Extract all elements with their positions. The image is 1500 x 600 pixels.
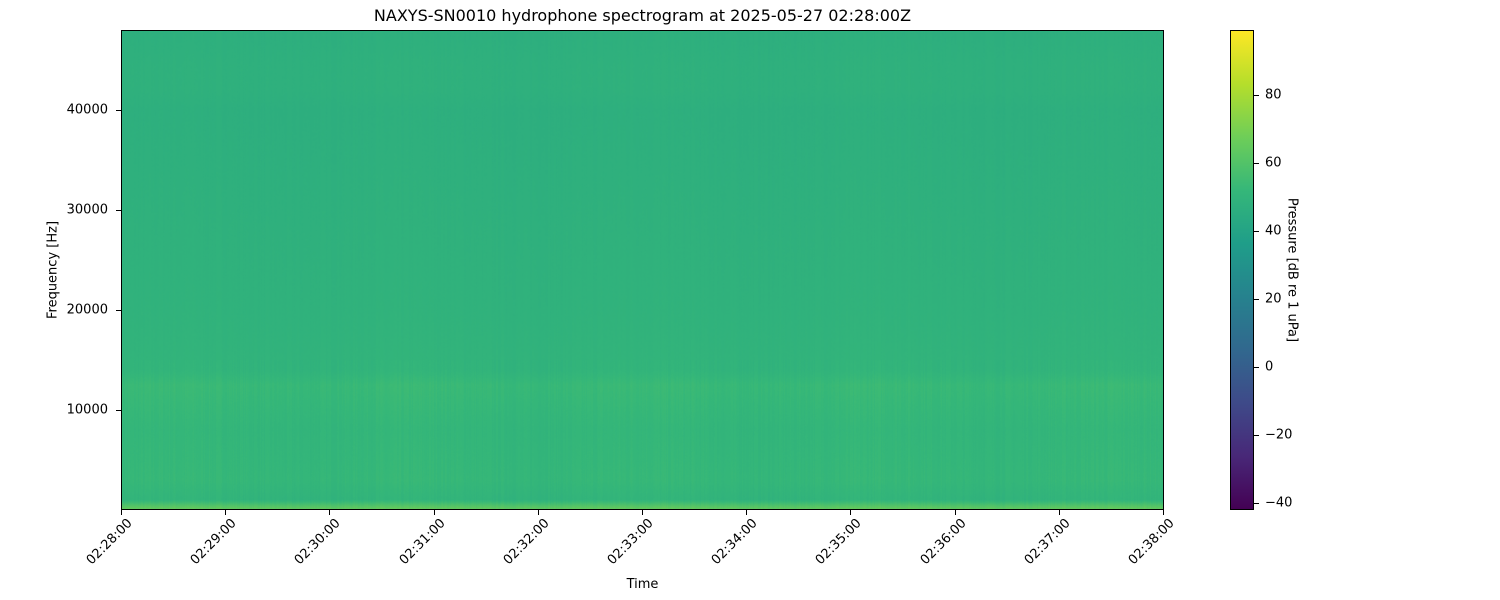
x-tick-mark (537, 510, 539, 515)
colorbar-label: Pressure [dB re 1 uPa] (1284, 197, 1300, 343)
y-tick-label: 20000 (66, 302, 108, 318)
x-tick-mark (225, 510, 227, 515)
x-tick-label: 02:28:00 (83, 516, 136, 568)
colorbar-tick-label: 20 (1265, 291, 1282, 307)
colorbar-tick-label: 60 (1265, 155, 1282, 171)
x-tick-mark (850, 510, 852, 515)
y-tick-mark (116, 210, 121, 211)
colorbar-tick-mark (1254, 367, 1259, 369)
plot-frame (121, 30, 1164, 510)
y-tick-mark (116, 110, 121, 111)
x-tick-label: 02:38:00 (1125, 516, 1178, 568)
x-tick-label: 02:33:00 (604, 516, 657, 568)
x-tick-mark (642, 510, 643, 515)
x-tick-label: 02:35:00 (813, 516, 865, 568)
colorbar-tick-label: 80 (1265, 87, 1282, 103)
y-axis-label: Frequency [Hz] (45, 220, 61, 320)
y-tick-label: 10000 (66, 402, 108, 418)
colorbar-tick-label: 0 (1265, 359, 1274, 375)
y-tick-label: 30000 (66, 202, 108, 218)
x-tick-mark (1058, 510, 1060, 515)
colorbar-tick-mark (1254, 94, 1259, 96)
colorbar-tick-mark (1254, 162, 1259, 164)
colorbar-tick-mark (1254, 435, 1259, 437)
colorbar-tick-mark (1254, 298, 1259, 300)
x-tick-label: 02:32:00 (500, 516, 553, 568)
x-tick-label: 02:36:00 (917, 516, 970, 568)
x-tick-mark (433, 510, 435, 515)
x-tick-label: 02:30:00 (292, 516, 344, 568)
x-tick-mark (121, 510, 122, 515)
x-tick-label: 02:31:00 (396, 516, 449, 568)
x-tick-label: 02:29:00 (187, 516, 240, 568)
chart-title: NAXYS-SN0010 hydrophone spectrogram at 2… (373, 6, 912, 25)
colorbar-tick-label: −40 (1265, 495, 1293, 511)
x-tick-mark (954, 510, 956, 515)
x-tick-mark (746, 510, 748, 515)
y-tick-label: 40000 (66, 102, 108, 118)
spectrogram-heatmap (121, 30, 1164, 510)
x-tick-label: 02:37:00 (1021, 516, 1074, 568)
colorbar-tick-mark (1254, 503, 1259, 505)
y-tick-mark (116, 310, 121, 311)
colorbar-tick-label: −20 (1265, 427, 1293, 443)
x-tick-mark (329, 510, 331, 515)
colorbar-tick-label: 40 (1265, 223, 1282, 239)
colorbar (1230, 30, 1254, 510)
colorbar-tick-mark (1254, 230, 1259, 232)
x-tick-mark (1163, 510, 1164, 515)
x-axis-label: Time (626, 577, 659, 592)
y-tick-mark (116, 410, 121, 411)
x-tick-label: 02:34:00 (708, 516, 761, 568)
